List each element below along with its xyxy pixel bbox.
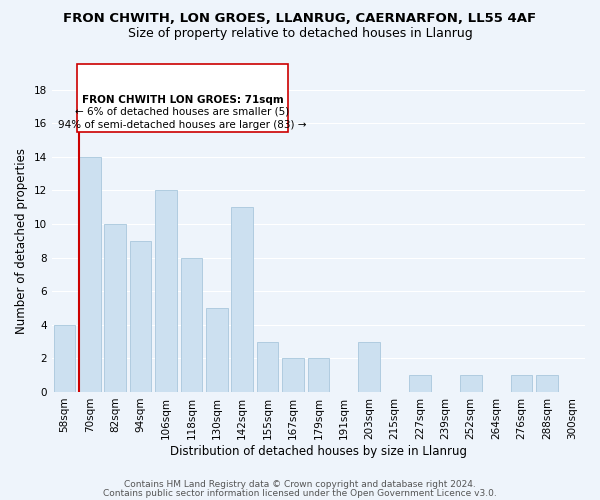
Bar	[282, 358, 304, 392]
Text: Size of property relative to detached houses in Llanrug: Size of property relative to detached ho…	[128, 28, 472, 40]
Bar	[53, 325, 75, 392]
Bar	[181, 258, 202, 392]
Text: Contains HM Land Registry data © Crown copyright and database right 2024.: Contains HM Land Registry data © Crown c…	[124, 480, 476, 489]
Bar	[104, 224, 126, 392]
Bar	[130, 241, 151, 392]
Text: Contains public sector information licensed under the Open Government Licence v3: Contains public sector information licen…	[103, 489, 497, 498]
FancyBboxPatch shape	[77, 64, 288, 132]
Bar	[409, 375, 431, 392]
Text: 94% of semi-detached houses are larger (83) →: 94% of semi-detached houses are larger (…	[58, 120, 307, 130]
Text: ← 6% of detached houses are smaller (5): ← 6% of detached houses are smaller (5)	[76, 106, 290, 117]
Bar	[511, 375, 532, 392]
Bar	[232, 207, 253, 392]
Bar	[155, 190, 177, 392]
Y-axis label: Number of detached properties: Number of detached properties	[15, 148, 28, 334]
Bar	[308, 358, 329, 392]
Text: FRON CHWITH LON GROES: 71sqm: FRON CHWITH LON GROES: 71sqm	[82, 94, 283, 104]
Bar	[206, 308, 227, 392]
Bar	[358, 342, 380, 392]
Bar	[79, 157, 101, 392]
Bar	[257, 342, 278, 392]
X-axis label: Distribution of detached houses by size in Llanrug: Distribution of detached houses by size …	[170, 444, 467, 458]
Text: FRON CHWITH, LON GROES, LLANRUG, CAERNARFON, LL55 4AF: FRON CHWITH, LON GROES, LLANRUG, CAERNAR…	[64, 12, 536, 26]
Bar	[536, 375, 557, 392]
Bar	[460, 375, 482, 392]
